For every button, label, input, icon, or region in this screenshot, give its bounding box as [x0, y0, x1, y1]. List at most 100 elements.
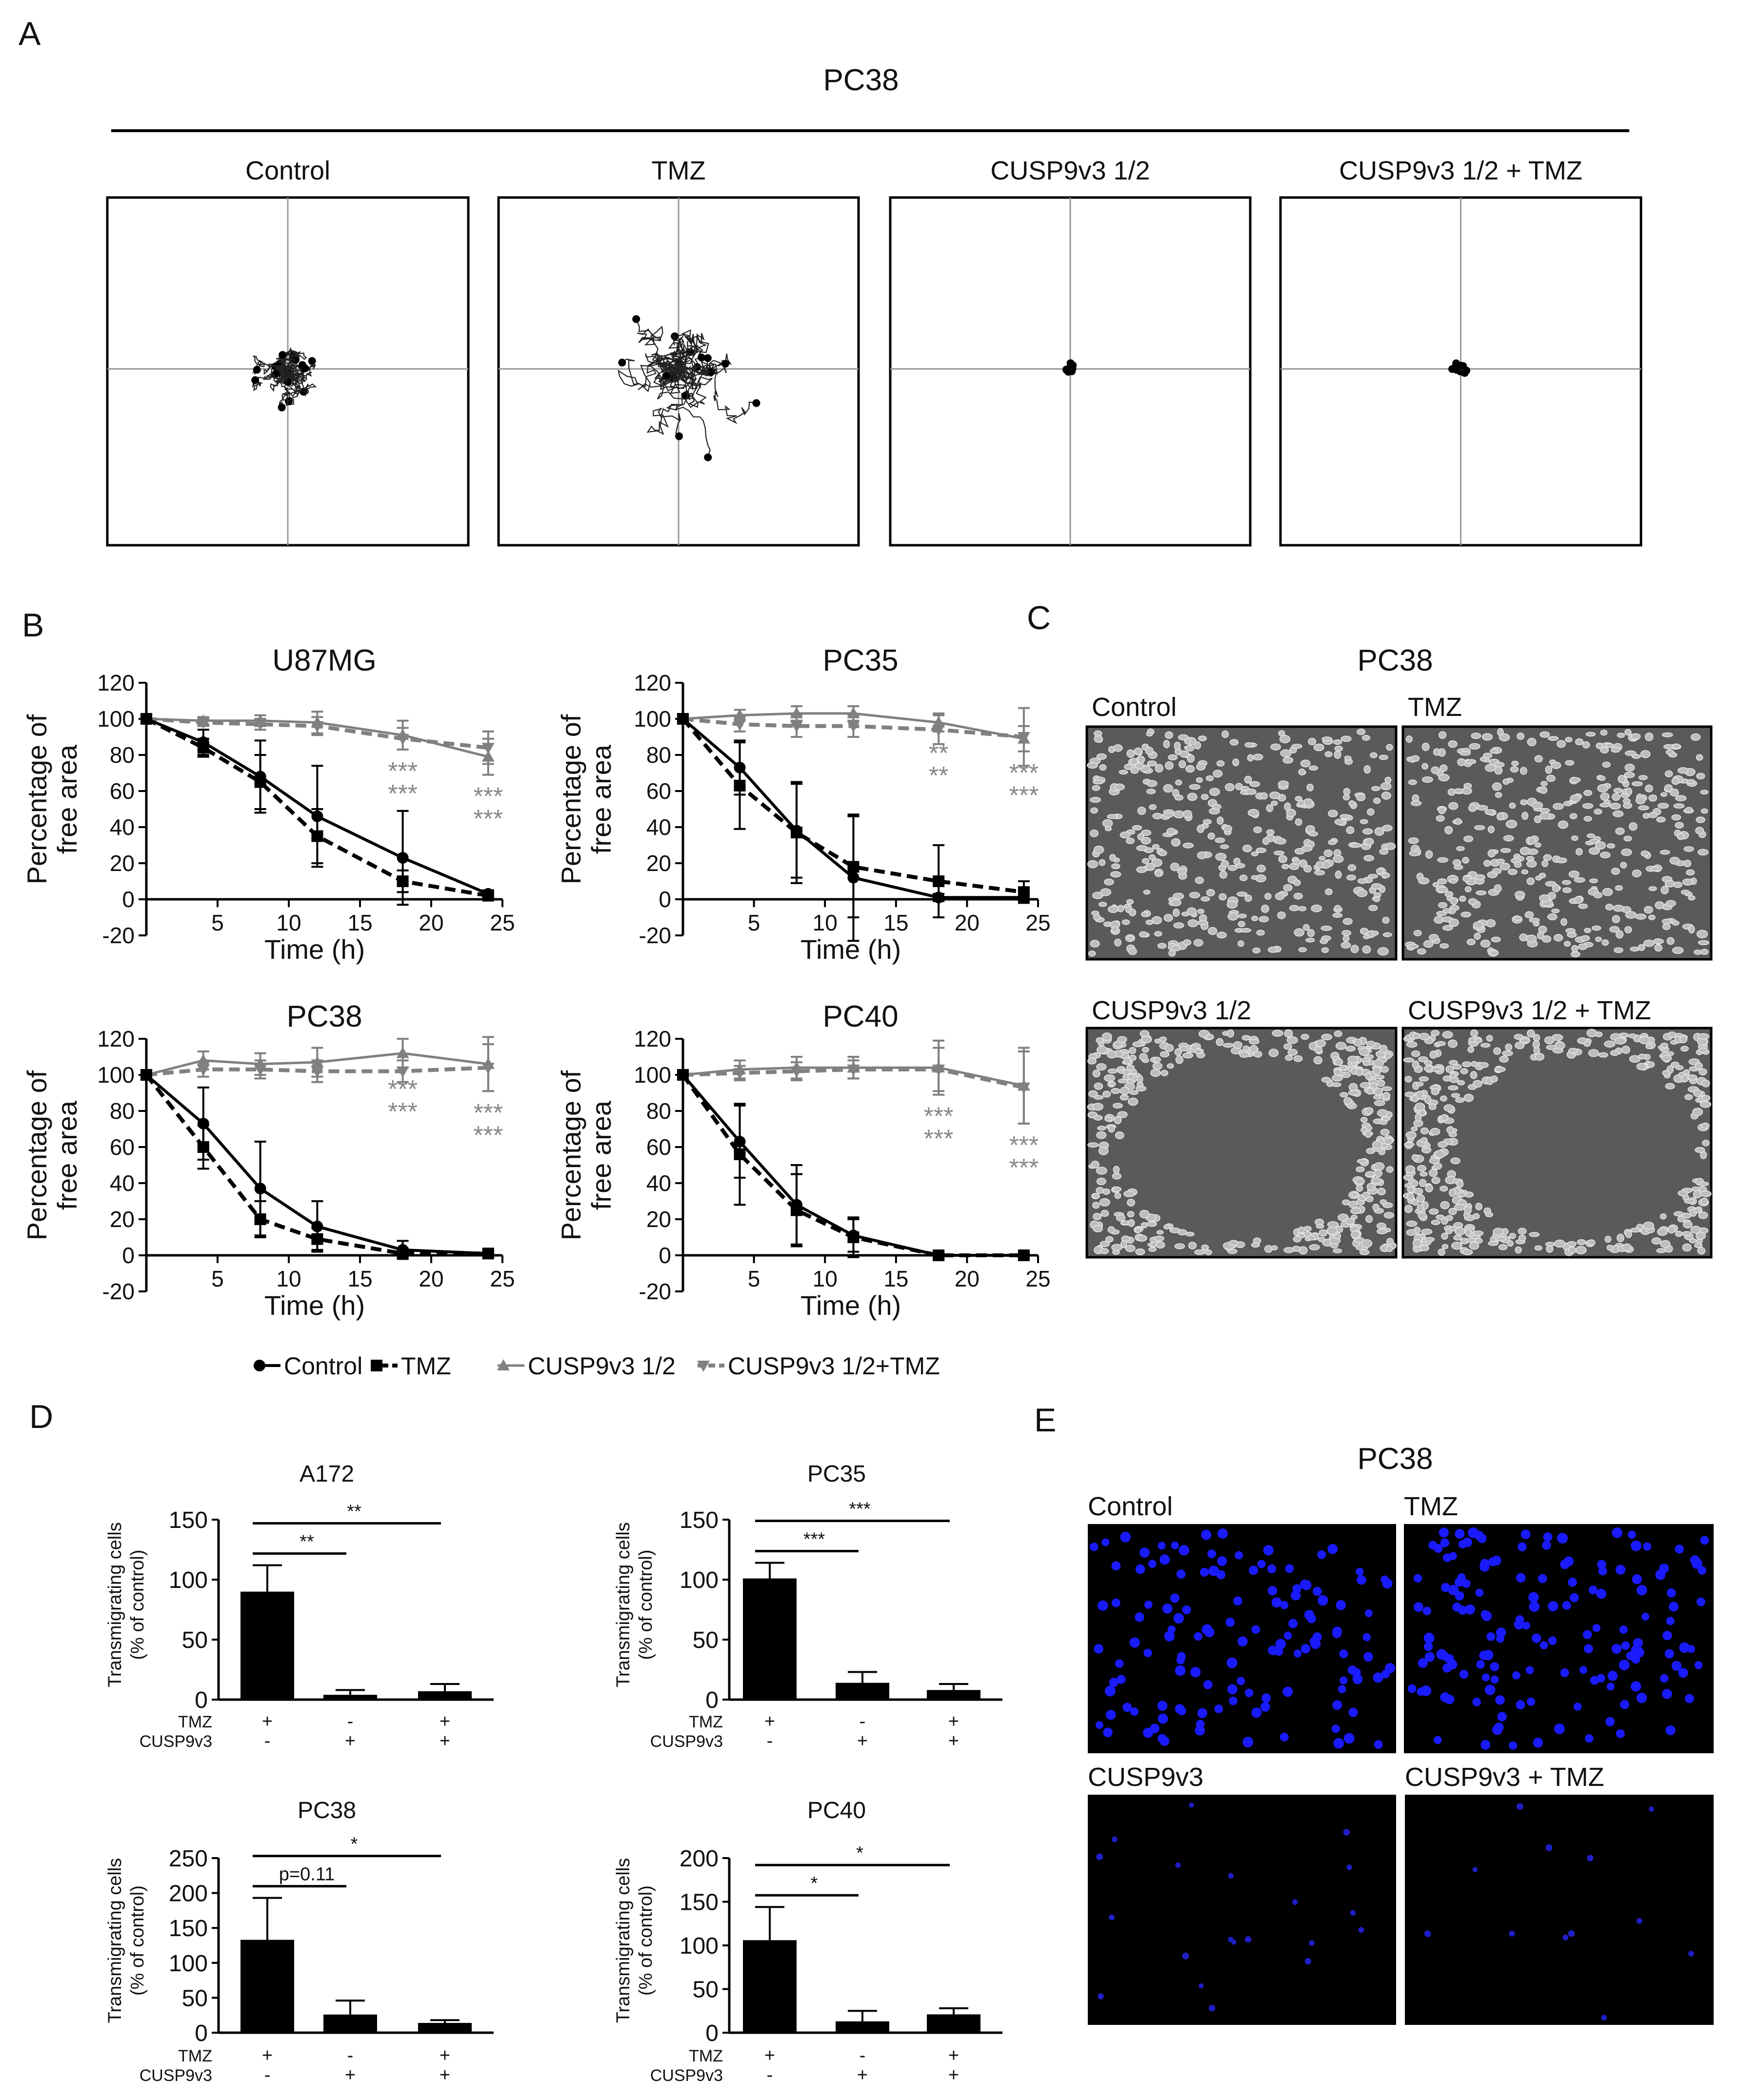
cell — [1096, 1063, 1107, 1071]
cell — [1437, 857, 1449, 863]
nucleus — [1607, 1670, 1618, 1681]
cell — [1583, 816, 1592, 822]
nucleus — [1260, 1702, 1270, 1712]
cell — [1104, 826, 1112, 832]
nucleus — [1548, 1636, 1557, 1645]
condition-sign: + — [440, 1711, 450, 1732]
cell — [1092, 1193, 1100, 1199]
cell — [1442, 1031, 1453, 1039]
condition-row-label: TMZ — [689, 1713, 723, 1731]
cell — [1598, 1052, 1608, 1058]
nucleus — [1448, 1585, 1459, 1595]
y-tick-label: 200 — [680, 1846, 719, 1872]
data-point — [396, 1047, 409, 1058]
cell — [1365, 1072, 1372, 1080]
cell — [1598, 775, 1606, 781]
cell — [1675, 1230, 1683, 1237]
cell — [1545, 881, 1557, 887]
cell — [1253, 826, 1262, 833]
nucleus — [1380, 1575, 1389, 1584]
y-axis-label: Percentage offree area — [21, 1070, 82, 1240]
cell — [1294, 928, 1305, 937]
cell — [1266, 829, 1275, 835]
cell — [1335, 871, 1342, 879]
cell — [1476, 890, 1487, 895]
nucleus — [1229, 1696, 1238, 1705]
cell — [1675, 822, 1684, 829]
cell — [1420, 1171, 1428, 1177]
nucleus — [1444, 1694, 1455, 1704]
data-point — [790, 721, 803, 733]
fluorescence-image — [1404, 1524, 1714, 1753]
nucleus — [1343, 1733, 1355, 1744]
track-plot-label: TMZ — [652, 156, 706, 185]
cell — [1600, 729, 1608, 736]
cell — [1145, 747, 1154, 755]
cell — [1284, 1029, 1293, 1038]
cell — [1648, 812, 1658, 818]
nucleus — [1568, 1577, 1577, 1587]
series-line — [682, 1067, 1024, 1090]
cell — [1438, 807, 1446, 814]
cell — [1134, 1228, 1141, 1233]
cell — [1448, 802, 1459, 810]
y-axis-label-line: (% of control) — [127, 1885, 148, 1996]
cell-track — [668, 334, 690, 374]
cell — [1614, 1037, 1626, 1045]
cell — [1362, 1191, 1370, 1199]
cell — [1177, 1229, 1187, 1236]
cell — [1177, 869, 1187, 874]
cell — [1520, 767, 1527, 775]
cell — [1113, 1166, 1120, 1174]
cell — [1137, 1234, 1147, 1242]
y-tick-label: 50 — [693, 1977, 719, 2003]
cell — [1682, 878, 1694, 886]
cell — [1348, 1201, 1358, 1208]
track-endpoint — [300, 388, 308, 396]
condition-sign: - — [767, 2065, 773, 2085]
nucleus — [1248, 1565, 1259, 1575]
y-axis-label-line: (% of control) — [127, 1550, 148, 1660]
cell — [1298, 1226, 1305, 1233]
cell — [1152, 844, 1160, 850]
series-line — [681, 1073, 1024, 1257]
cell — [1377, 1109, 1388, 1117]
cell — [1379, 1045, 1388, 1053]
cell — [1558, 820, 1568, 829]
cell — [1256, 865, 1266, 872]
cell — [1682, 1221, 1693, 1228]
cell — [1087, 1142, 1099, 1148]
cell — [1640, 850, 1649, 857]
nucleus — [1529, 1601, 1540, 1612]
cell — [1672, 920, 1680, 926]
cell — [1665, 749, 1675, 755]
cell — [1159, 1036, 1167, 1042]
nucleus — [1531, 1633, 1541, 1643]
nucleus — [1480, 1740, 1491, 1750]
cell — [1238, 913, 1247, 918]
nucleus — [1619, 1660, 1630, 1670]
cell — [1438, 887, 1448, 893]
cell — [1421, 776, 1433, 783]
cell — [1241, 1035, 1251, 1041]
cell — [1249, 781, 1260, 787]
cell — [1120, 1240, 1127, 1248]
nucleus — [1585, 1734, 1594, 1743]
cell — [1696, 930, 1708, 939]
cell — [1438, 773, 1450, 782]
nucleus — [1098, 1600, 1108, 1611]
cell — [1460, 751, 1471, 756]
track-endpoint — [675, 432, 683, 440]
nucleus — [1587, 1855, 1594, 1862]
cell — [1625, 787, 1632, 796]
cell — [1620, 862, 1627, 869]
nucleus — [1444, 1654, 1454, 1664]
cell — [1371, 931, 1379, 936]
cell — [1414, 1188, 1423, 1195]
data-point — [1017, 732, 1030, 743]
cell — [1100, 888, 1111, 896]
nucleus — [1490, 1662, 1500, 1671]
cell — [1206, 889, 1215, 896]
chart-title: PC38 — [286, 1000, 362, 1033]
cell — [1119, 770, 1128, 775]
